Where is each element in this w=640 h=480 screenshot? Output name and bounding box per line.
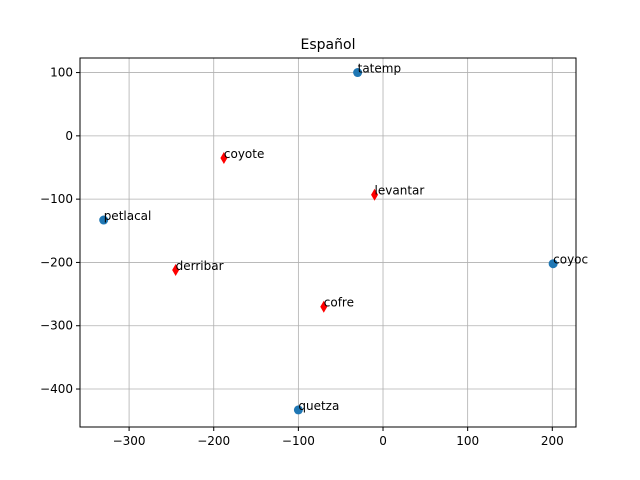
point-marker-circle [293, 405, 303, 415]
x-tick-label: 200 [541, 434, 564, 448]
point-label: tatemp [358, 62, 401, 76]
point-marker-diamond [172, 264, 180, 277]
y-tick-label: 0 [65, 129, 73, 143]
point-label: cofre [324, 296, 354, 310]
point-marker-circle [99, 215, 109, 225]
x-tick-label: −100 [282, 434, 315, 448]
chart-title: Español [301, 37, 356, 53]
grid-lines [80, 58, 576, 427]
plot-frame [79, 57, 577, 428]
point-label: coyote [224, 147, 264, 161]
x-tick-label: 100 [456, 434, 479, 448]
point-marker-circle [548, 259, 558, 269]
point-marker-diamond [220, 152, 228, 165]
axis-ticks: −300 −200 −100 0 100 200 −400 −300 −200 −100 0 100 [40, 66, 564, 448]
point-label: levantar [375, 184, 425, 198]
point-marker-circle [353, 68, 363, 78]
point-marker-diamond [320, 300, 328, 313]
x-tick-label: 0 [379, 434, 387, 448]
point-label: coyoc [553, 253, 588, 267]
x-tick-label: −200 [197, 434, 230, 448]
data-points: tatemp petlacal coyoc quetza coyote levantar d… [99, 62, 588, 415]
point-label: petlacal [104, 209, 152, 223]
point-marker-diamond [371, 188, 379, 201]
y-tick-label: −100 [40, 192, 73, 206]
y-tick-label: −400 [40, 382, 73, 396]
y-tick-label: 100 [50, 66, 73, 80]
point-label: derribar [176, 259, 224, 273]
x-tick-label: −300 [113, 434, 146, 448]
point-label: quetza [298, 399, 339, 413]
y-tick-label: −200 [40, 255, 73, 269]
y-tick-label: −300 [40, 319, 73, 333]
